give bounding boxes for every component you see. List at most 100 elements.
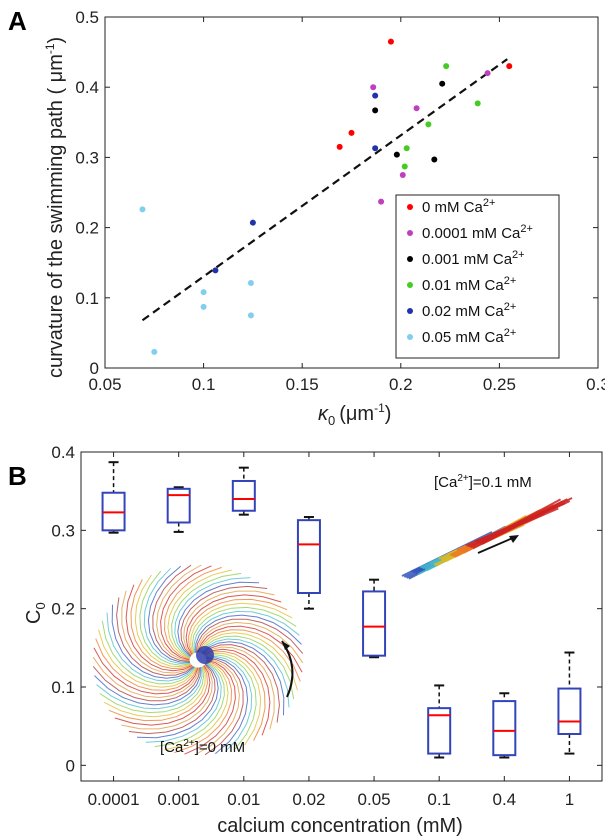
scatter-y-tick-label: 0.2: [75, 219, 99, 238]
boxplot-x-tick-label: 0.01: [227, 790, 260, 809]
boxplot-y-tick-label: 0.4: [51, 443, 75, 462]
scatter-point: [443, 63, 450, 70]
box-iqr: [492, 700, 517, 757]
boxplot-x-tick-label: 0.4: [492, 790, 516, 809]
legend-marker: [407, 308, 413, 314]
scatter-point: [474, 100, 481, 107]
scatter-x-tick-label: 0.3: [586, 375, 605, 394]
scatter-point: [439, 80, 446, 87]
box-0.05: [362, 578, 387, 659]
scatter-y-tick-label: 0.1: [75, 289, 99, 308]
legend-entry: 0.0001 mM Ca2+: [422, 223, 533, 242]
scatter-point: [139, 206, 146, 213]
boxplot-x-tick-label: 0.05: [358, 790, 391, 809]
legend-entry: 0.02 mM Ca2+: [422, 301, 516, 320]
box-0.01: [231, 466, 256, 516]
scatter-point: [212, 267, 219, 274]
boxplot-y-tick-label: 0.3: [51, 521, 75, 540]
box-0.001: [166, 486, 191, 533]
scatter-point: [372, 107, 379, 114]
scatter-point: [372, 92, 379, 99]
scatter-y-tick-label: 0: [90, 359, 99, 378]
box-iqr: [166, 487, 191, 524]
boxplot-y-tick-label: 0: [66, 756, 75, 775]
scatter-x-tick-label: 0.05: [88, 375, 121, 394]
legend-box: [395, 194, 560, 359]
scatter-y-tick-label: 0.3: [75, 148, 99, 167]
box-iqr: [427, 707, 452, 755]
legend-entry: 0.01 mM Ca2+: [422, 275, 516, 294]
panel-b-label: B: [8, 461, 27, 491]
direction-arrow: [477, 536, 516, 554]
scatter-points: [139, 38, 513, 355]
annotation-ca-0: [Ca2+]=0 mM: [160, 738, 245, 756]
annotation-ca-0-1: [Ca2+]=0.1 mM: [434, 473, 532, 491]
scatter-y-label: curvature of the swimming path ( μm-1): [43, 37, 67, 378]
regression-line-group: [141, 58, 508, 322]
trajectory-illustration-circular: [92, 564, 304, 756]
scatter-point: [413, 105, 420, 112]
boxplot-ticks: 0 0.1 0.2 0.3 0.4 0.0001 0.001 0.01 0.02 0.05 0.1 0…: [51, 443, 602, 809]
direction-arrow-head: [509, 535, 519, 543]
box-0.02: [296, 516, 321, 610]
box-iqr: [296, 519, 321, 595]
scatter-point: [336, 143, 343, 150]
scatter-point: [401, 163, 408, 170]
panel-a-label: A: [8, 6, 27, 36]
scatter-point: [370, 84, 377, 91]
scatter-point: [403, 145, 410, 152]
box-0.4: [492, 692, 517, 759]
box-iqr: [557, 687, 582, 735]
scatter-x-tick-label: 0.25: [483, 375, 516, 394]
scatter-legend: 0 mM Ca2+ 0.0001 mM Ca2+ 0.001 mM Ca2+ 0.01…: [395, 194, 560, 359]
boxplot-x-tick-label: 0.001: [157, 790, 200, 809]
rotation-arrow-head: [282, 641, 290, 650]
boxplot-x-tick-label: 0.0001: [88, 790, 140, 809]
boxplot-x-label: calcium concentration (mM): [217, 815, 463, 837]
box-iqr: [362, 590, 387, 657]
scatter-plot-frame: [104, 16, 599, 369]
scatter-point: [151, 348, 158, 355]
boxplot-x-tick-label: 1: [565, 790, 574, 809]
scatter-x-tick-label: 0.2: [389, 375, 413, 394]
scatter-point: [247, 312, 254, 319]
scatter-point: [378, 198, 385, 205]
scatter-x-label: κ0 (μm-1): [318, 401, 391, 428]
scatter-point: [249, 219, 256, 226]
legend-entry: 0.001 mM Ca2+: [422, 249, 525, 268]
regression-line: [141, 58, 508, 322]
scatter-point: [425, 121, 432, 128]
legend-entry: 0 mM Ca2+: [422, 197, 495, 216]
boxplot-x-tick-label: 0.02: [292, 790, 325, 809]
legend-marker: [407, 204, 413, 210]
boxplot-y-tick-label: 0.1: [51, 678, 75, 697]
box-0.1: [427, 684, 452, 759]
boxplot-frame: [80, 451, 603, 782]
scatter-point: [484, 70, 491, 77]
scatter-point: [387, 38, 394, 45]
legend-marker: [407, 230, 413, 236]
boxplot-y-label: C0: [23, 602, 48, 624]
scatter-point: [372, 145, 379, 152]
scatter-point: [200, 289, 207, 296]
scatter-point: [200, 303, 207, 310]
scatter-point: [431, 156, 438, 163]
scatter-point: [399, 171, 406, 178]
boxplot-x-tick-label: 0.1: [427, 790, 451, 809]
boxplot-boxes: [101, 461, 582, 759]
boxplot-y-tick-label: 0.2: [51, 600, 75, 619]
box-1: [557, 651, 582, 755]
scatter-point: [348, 129, 355, 136]
legend-marker: [407, 282, 413, 288]
legend-marker: [407, 334, 413, 340]
boxplot-chart: 0 0.1 0.2 0.3 0.4 0.0001 0.001 0.01 0.02 0.05 0.1 0…: [23, 443, 603, 837]
legend-marker: [407, 256, 413, 262]
scatter-x-tick-label: 0.1: [192, 375, 216, 394]
trajectory-illustration-straight: [401, 497, 573, 580]
legend-entry: 0.05 mM Ca2+: [422, 327, 516, 346]
scatter-point: [247, 280, 254, 287]
scatter-point: [506, 63, 513, 70]
scatter-y-tick-label: 0.5: [75, 8, 99, 27]
scatter-point: [393, 151, 400, 158]
